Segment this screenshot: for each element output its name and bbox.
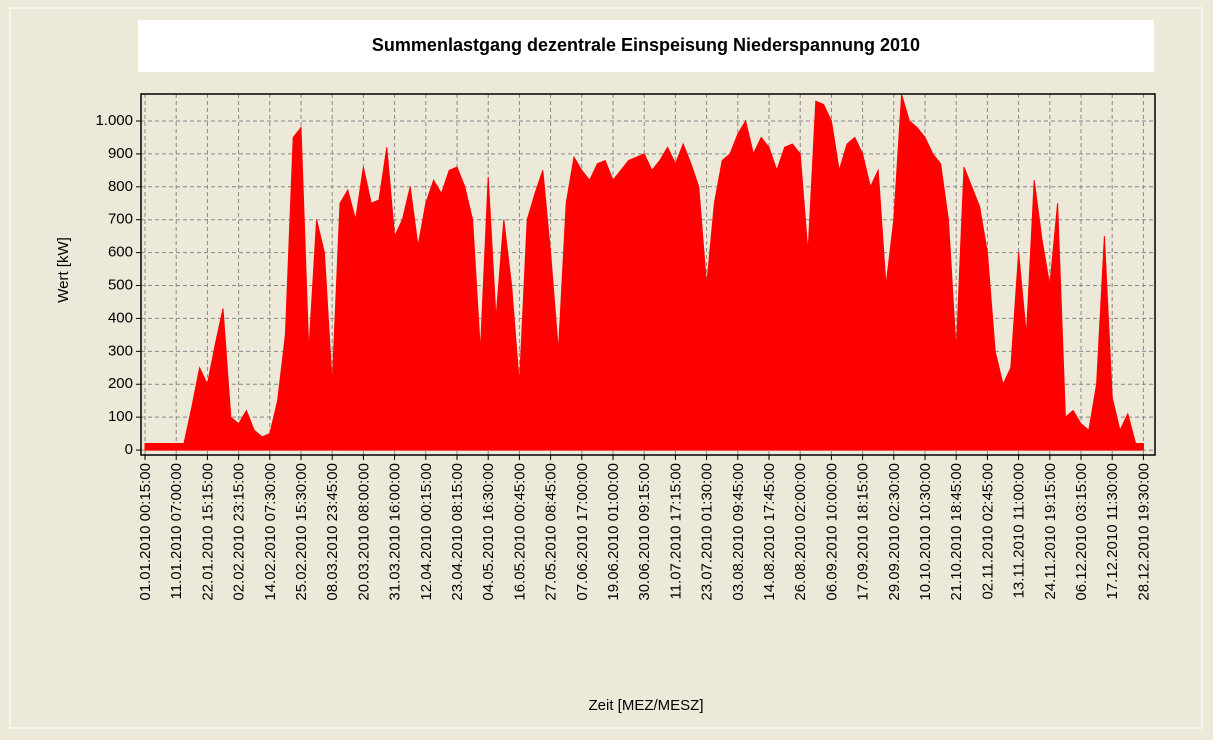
x-tick-label: 14.02.2010 07:30:00 (262, 463, 279, 601)
x-tick-label: 14.08.2010 17:45:00 (761, 463, 778, 601)
y-tick-label: 0 (125, 441, 133, 458)
x-tick-label: 27.05.2010 08:45:00 (543, 463, 560, 601)
x-tick-label: 10.10.2010 10:30:00 (917, 463, 934, 601)
y-tick-label: 500 (108, 276, 133, 293)
y-tick-label: 900 (108, 145, 133, 162)
area (144, 94, 1144, 451)
x-tick-label: 11.07.2010 17:15:00 (667, 463, 684, 600)
x-tick-label: 23.04.2010 08:15:00 (449, 463, 466, 601)
y-tick-label: 700 (108, 211, 133, 228)
x-axis-title: Zeit [MEZ/MESZ] (588, 697, 703, 714)
x-tick-label: 19.06.2010 01:00:00 (605, 463, 622, 601)
title-box (138, 20, 1154, 72)
x-tick-label: 16.05.2010 00:45:00 (511, 463, 528, 601)
x-tick-label: 31.03.2010 16:00:00 (387, 463, 404, 601)
y-tick-label: 600 (108, 244, 133, 261)
x-tick-label: 07.06.2010 17:00:00 (574, 463, 591, 601)
x-tick-label: 12.04.2010 00:15:00 (418, 463, 435, 601)
x-tick-label: 23.07.2010 01:30:00 (699, 463, 716, 601)
x-tick-label: 02.11.2010 02:45:00 (979, 463, 996, 600)
x-tick-label: 04.05.2010 16:30:00 (480, 463, 497, 601)
y-tick-label: 1.000 (95, 112, 133, 129)
x-tick-label: 21.10.2010 18:45:00 (948, 463, 965, 601)
x-tick-label: 20.03.2010 08:00:00 (355, 463, 372, 601)
x-tick-label: 28.12.2010 19:30:00 (1135, 463, 1152, 601)
y-tick-label: 300 (108, 342, 133, 359)
plot-border (140, 93, 1156, 456)
x-tick-label: 17.09.2010 18:15:00 (855, 463, 872, 601)
chart-title: Summenlastgang dezentrale Einspeisung Ni… (372, 35, 920, 55)
x-tick-label: 29.09.2010 02:30:00 (886, 463, 903, 601)
x-tick-label: 24.11.2010 19:15:00 (1042, 463, 1059, 600)
x-tick-label: 17.12.2010 11:30:00 (1104, 463, 1121, 600)
x-tick-label: 13.11.2010 11:00:00 (1011, 463, 1028, 598)
x-tick-label: 25.02.2010 15:30:00 (293, 463, 310, 601)
x-tick-label: 06.09.2010 10:00:00 (823, 463, 840, 601)
x-tick-label: 30.06.2010 09:15:00 (636, 463, 653, 601)
x-tick-label: 08.03.2010 23:45:00 (324, 463, 341, 601)
y-tick-label: 100 (108, 408, 133, 425)
x-tick-label: 22.01.2010 15:15:00 (199, 463, 216, 601)
x-tick-label: 11.01.2010 07:00:00 (168, 463, 185, 600)
y-axis-title: Wert [kW] (55, 237, 72, 303)
x-tick-label: 26.08.2010 02:00:00 (792, 463, 809, 601)
y-tick-label: 400 (108, 309, 133, 326)
x-tick-label: 01.01.2010 00:15:00 (137, 463, 154, 601)
x-tick-label: 06.12.2010 03:15:00 (1073, 463, 1090, 601)
x-tick-label: 02.02.2010 23:15:00 (231, 463, 248, 601)
y-tick-label: 200 (108, 375, 133, 392)
x-tick-label: 03.08.2010 09:45:00 (730, 463, 747, 601)
y-tick-label: 800 (108, 178, 133, 195)
